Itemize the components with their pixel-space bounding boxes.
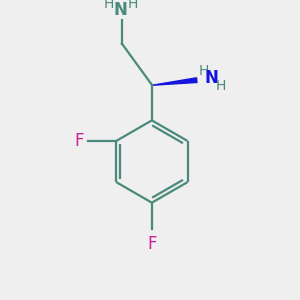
Text: H: H bbox=[128, 0, 138, 11]
Polygon shape bbox=[152, 78, 197, 85]
Text: F: F bbox=[147, 236, 157, 253]
Text: H: H bbox=[103, 0, 114, 11]
Text: F: F bbox=[74, 132, 83, 150]
Text: H: H bbox=[199, 64, 209, 78]
Text: N: N bbox=[113, 1, 127, 19]
Text: H: H bbox=[216, 79, 226, 93]
Text: N: N bbox=[205, 69, 219, 87]
